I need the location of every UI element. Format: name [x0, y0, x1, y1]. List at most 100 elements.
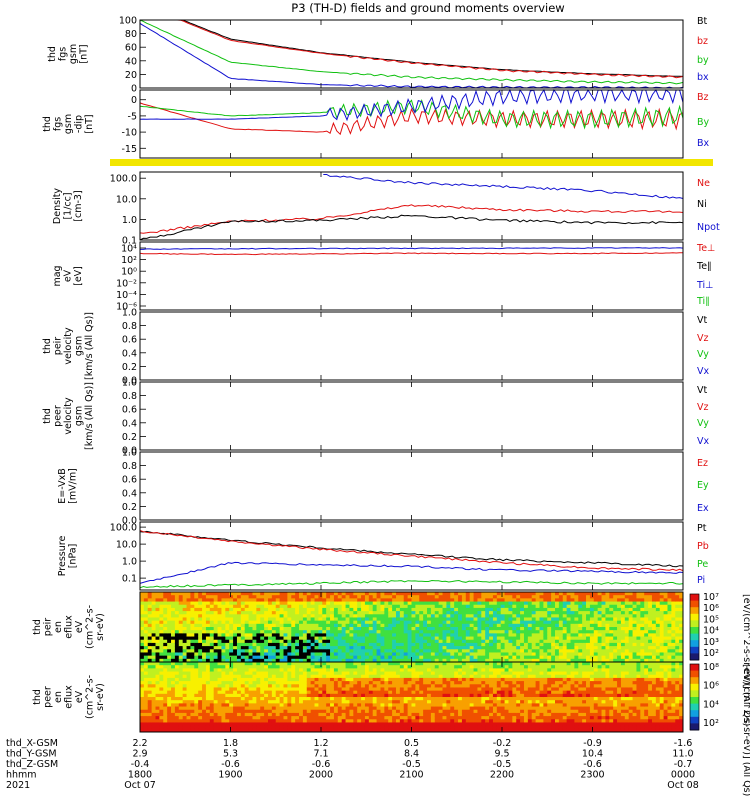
- spectrogram-cell: [388, 636, 393, 641]
- spectrogram-cell: [267, 684, 273, 688]
- spectrogram-cell: [240, 709, 246, 714]
- spectrogram-cell: [663, 649, 668, 653]
- spectrogram-cell: [337, 642, 343, 647]
- spectrogram-cell: [376, 668, 381, 672]
- spectrogram-cell: [353, 636, 358, 641]
- spectrogram-cell: [151, 687, 156, 692]
- spectrogram-cell: [450, 614, 455, 618]
- spectrogram-cell: [555, 636, 560, 641]
- spectrogram-cell: [589, 642, 595, 647]
- spectrogram-cell: [648, 614, 653, 618]
- spectrogram-cell: [229, 693, 234, 698]
- spectrogram-cell: [264, 693, 269, 698]
- spectrogram-cell: [384, 684, 389, 688]
- spectrogram-cell: [589, 636, 595, 641]
- spectrogram-cell: [368, 709, 374, 714]
- spectrogram-cell: [248, 671, 253, 676]
- spectrogram-cell: [504, 601, 509, 606]
- spectrogram-cell: [267, 604, 273, 609]
- spectrogram-cell: [314, 649, 319, 653]
- spectrogram-cell: [407, 627, 412, 631]
- spectrogram-cell: [267, 601, 273, 606]
- spectrogram-cell: [330, 693, 335, 698]
- spectrogram-cell: [399, 592, 405, 596]
- spectrogram-cell: [415, 620, 420, 625]
- spectrogram-cell: [628, 649, 633, 653]
- spectrogram-cell: [399, 604, 405, 609]
- series-line-Ti∥: [140, 247, 684, 250]
- spectrogram-cell: [574, 604, 579, 609]
- spectrogram-cell: [217, 690, 222, 695]
- spectrogram-cell: [380, 700, 385, 704]
- spectrogram-cell: [275, 693, 281, 698]
- spectrogram-cell: [213, 722, 218, 727]
- spectrogram-cell: [520, 620, 525, 625]
- spectrogram-cell: [628, 604, 633, 609]
- spectrogram-cell: [337, 630, 343, 634]
- spectrogram-cell: [586, 642, 591, 647]
- spectrogram-cell: [520, 611, 525, 615]
- spectrogram-cell: [450, 617, 455, 622]
- spectrogram-cell: [264, 725, 269, 730]
- spectrogram-cell: [586, 633, 591, 637]
- spectrogram-cell: [636, 617, 641, 622]
- spectrogram-cell: [605, 627, 610, 631]
- spectrogram-cell: [364, 693, 370, 698]
- spectrogram-cell: [256, 630, 261, 634]
- spectrogram-cell: [248, 611, 253, 615]
- spectrogram-cell: [551, 598, 556, 602]
- spectrogram-cell: [194, 614, 199, 618]
- spectrogram-cell: [167, 598, 172, 602]
- spectrogram-cell: [535, 623, 540, 628]
- spectrogram-cell: [171, 611, 176, 615]
- spectrogram-cell: [504, 617, 509, 622]
- series-line-Te⊥: [139, 252, 683, 256]
- spectrogram-cell: [376, 630, 381, 634]
- spectrogram-cell: [225, 697, 230, 701]
- spectrogram-cell: [477, 630, 482, 634]
- spectrogram-cell: [279, 623, 284, 628]
- spectrogram-cell: [504, 592, 509, 596]
- spectrogram-cell: [461, 642, 467, 647]
- spectrogram-cell: [147, 595, 153, 599]
- spectrogram-cell: [651, 607, 657, 612]
- colorbar-segment: [690, 613, 699, 616]
- spectrogram-cell: [341, 611, 346, 615]
- spectrogram-cell: [322, 627, 327, 631]
- spectrogram-cell: [512, 614, 517, 618]
- spectrogram-cell: [314, 728, 319, 733]
- y-tick-label: 100.0: [110, 523, 137, 534]
- spectrogram-cell: [283, 719, 288, 723]
- spectrogram-cell: [628, 592, 633, 596]
- spectrogram-cell: [566, 623, 571, 628]
- spectrogram-cell: [314, 652, 319, 657]
- spectrogram-cell: [167, 623, 172, 628]
- spectrogram-cell: [353, 712, 358, 717]
- spectrogram-cell: [368, 614, 374, 618]
- spectrogram-cell: [248, 668, 253, 672]
- spectrogram-cell: [349, 620, 354, 625]
- spectrogram-cell: [291, 623, 296, 628]
- spectrogram-cell: [310, 611, 315, 615]
- spectrogram-cell: [209, 655, 215, 660]
- spectrogram-cell: [295, 700, 300, 704]
- spectrogram-cell: [299, 636, 304, 641]
- spectrogram-cell: [601, 623, 606, 628]
- spectrogram-cell: [330, 697, 335, 701]
- spectrogram-cell: [174, 690, 180, 695]
- spectrogram-cell: [399, 655, 405, 660]
- spectrogram-cell: [582, 646, 587, 650]
- spectrogram-cell: [186, 636, 191, 641]
- spectrogram-cell: [624, 623, 630, 628]
- spectrogram-cell: [244, 722, 249, 727]
- spectrogram-cell: [178, 706, 184, 711]
- spectrogram-cell: [194, 611, 199, 615]
- spectrogram-cell: [671, 658, 676, 663]
- spectrogram-cell: [159, 716, 164, 720]
- spectrogram-cell: [380, 725, 385, 730]
- spectrogram-cell: [430, 611, 436, 615]
- spectrogram-cell: [361, 700, 366, 704]
- spectrogram-cell: [593, 607, 599, 612]
- spectrogram-cell: [578, 636, 583, 641]
- spectrogram-cell: [275, 687, 281, 692]
